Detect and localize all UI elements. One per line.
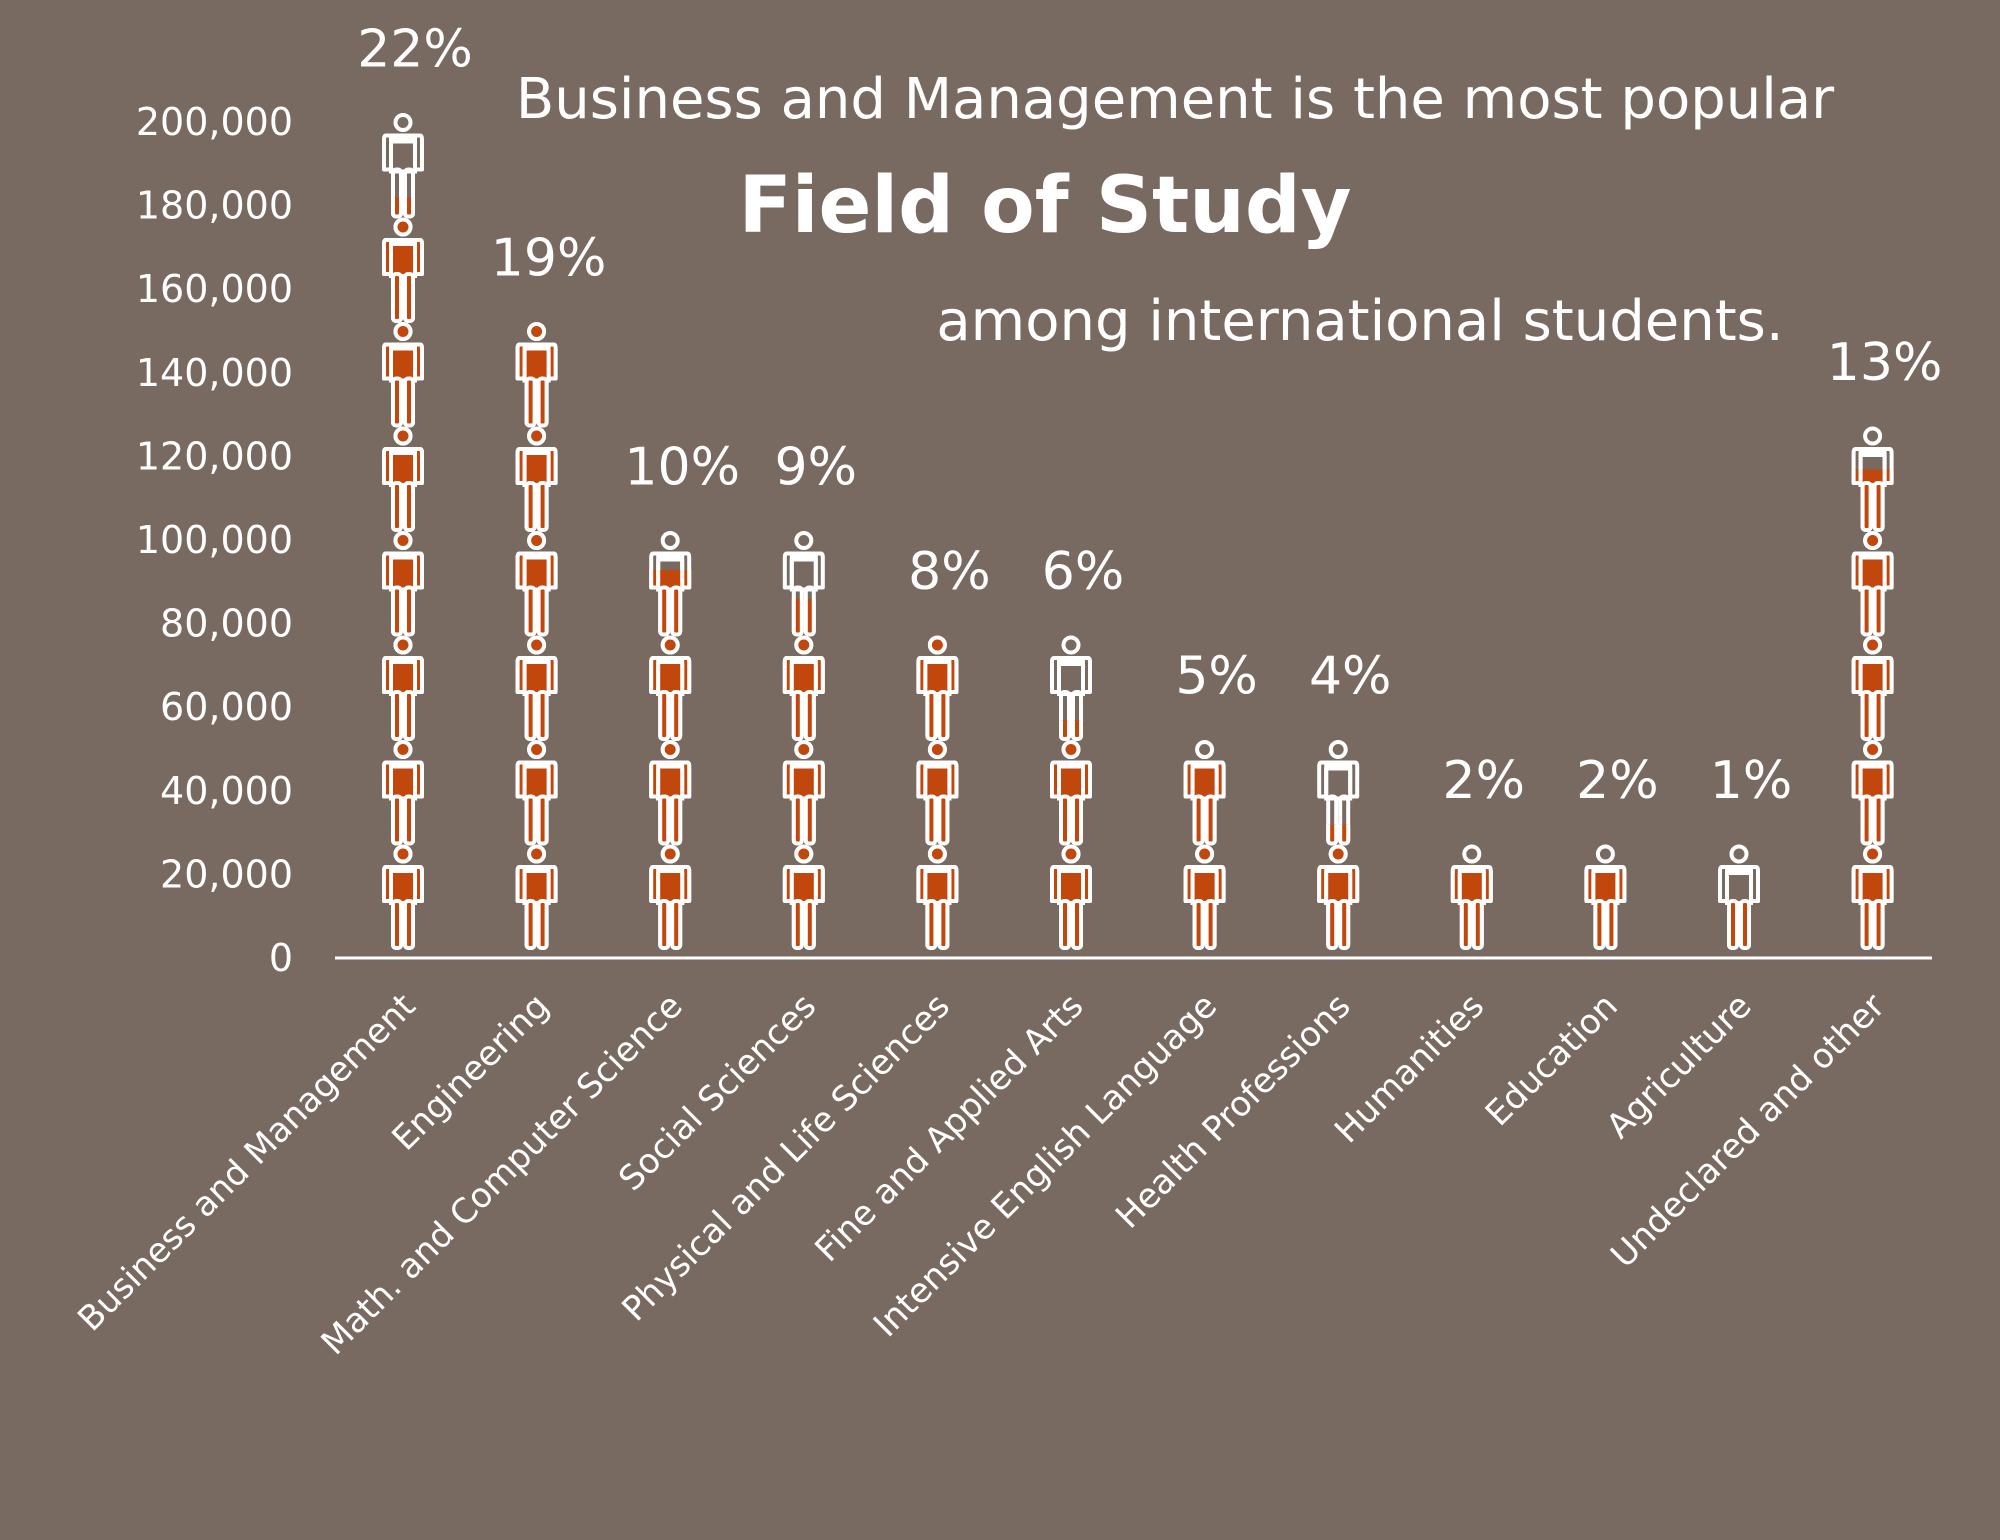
- person-icon: [382, 113, 424, 219]
- percent-label: 5%: [1175, 647, 1258, 707]
- person-icon: [649, 844, 692, 950]
- person-icon: [916, 635, 959, 741]
- percent-label: 8%: [908, 542, 991, 602]
- person-icon: [515, 740, 558, 846]
- pictograph-column: [382, 113, 424, 950]
- pictograph-column: [916, 635, 959, 950]
- category-label: Fine and Applied Arts: [807, 986, 1091, 1270]
- percent-label: 22%: [357, 20, 473, 80]
- person-icon: [1050, 844, 1092, 950]
- person-icon: [515, 426, 558, 532]
- pictograph-column: [1718, 844, 1760, 950]
- y-tick-label: 140,000: [136, 351, 293, 395]
- person-icon: [515, 635, 558, 741]
- percent-label: 13%: [1827, 333, 1943, 393]
- person-icon: [1851, 531, 1894, 637]
- person-icon: [1317, 844, 1360, 950]
- person-icon: [1851, 740, 1894, 846]
- pictograph-column: [1851, 426, 1894, 950]
- y-tick-label: 120,000: [136, 434, 293, 478]
- chart-title-line-1: Business and Management is the most popu…: [516, 67, 1835, 132]
- y-tick-label: 80,000: [160, 602, 293, 646]
- person-icon: [382, 844, 424, 950]
- person-icon: [382, 531, 424, 637]
- y-tick-label: 40,000: [160, 769, 293, 813]
- chart-title-line-3: among international students.: [936, 289, 1783, 354]
- percent-label: 6%: [1042, 542, 1125, 602]
- pictograph-column: [1050, 635, 1092, 950]
- percent-label: 2%: [1443, 751, 1526, 811]
- person-icon: [649, 635, 692, 741]
- person-icon: [382, 322, 424, 428]
- person-icon: [1050, 740, 1092, 846]
- category-label: Education: [1478, 986, 1626, 1134]
- pictograph-column: [1584, 844, 1627, 950]
- percent-label: 1%: [1710, 751, 1793, 811]
- pictograph-columns: 22% 19% 10% 9% 8% 6% 5% 4% 2% 2% 1% 13%: [357, 20, 1943, 950]
- person-icon: [1183, 844, 1226, 950]
- person-icon: [515, 844, 558, 950]
- person-icon: [782, 740, 825, 846]
- category-label: Undeclared and other: [1603, 986, 1893, 1276]
- person-icon: [649, 531, 692, 637]
- person-icon: [649, 740, 692, 846]
- person-icon: [782, 844, 825, 950]
- y-tick-label: 20,000: [160, 852, 293, 896]
- pictograph-column: [515, 322, 558, 950]
- category-label: Health Professions: [1108, 986, 1358, 1236]
- person-icon: [1183, 740, 1226, 846]
- y-tick-label: 180,000: [136, 184, 293, 228]
- person-icon: [1718, 844, 1760, 950]
- pictograph-column: [782, 531, 825, 950]
- y-tick-label: 200,000: [136, 100, 293, 144]
- person-icon: [515, 322, 558, 428]
- person-icon: [1851, 844, 1894, 950]
- chart-title-main: Field of Study: [739, 161, 1352, 251]
- person-icon: [382, 635, 424, 741]
- person-icon: [1851, 635, 1894, 741]
- x-axis-labels: Business and ManagementEngineeringMath. …: [70, 986, 1893, 1363]
- person-icon: [1584, 844, 1627, 950]
- percent-label: 4%: [1309, 647, 1392, 707]
- pictograph-column: [1183, 740, 1226, 950]
- person-icon: [382, 740, 424, 846]
- pictograph-column: [1317, 740, 1360, 950]
- person-icon: [1851, 426, 1894, 532]
- person-icon: [782, 635, 825, 741]
- y-tick-label: 60,000: [160, 685, 293, 729]
- person-icon: [916, 740, 959, 846]
- person-icon: [1450, 844, 1493, 950]
- person-icon: [1317, 740, 1360, 846]
- person-icon: [916, 844, 959, 950]
- pictograph-column: [649, 531, 692, 950]
- percent-label: 2%: [1576, 751, 1659, 811]
- percent-label: 10%: [624, 438, 740, 498]
- person-icon: [382, 426, 424, 532]
- pictograph-column: [1450, 844, 1493, 950]
- percent-label: 19%: [491, 229, 607, 289]
- person-icon: [382, 217, 424, 323]
- y-tick-label: 100,000: [136, 518, 293, 562]
- y-axis: 0 20,000 40,000 60,000 80,000 100,000 120,000 1…: [136, 100, 1932, 980]
- person-icon: [1050, 635, 1092, 741]
- percent-label: 9%: [775, 438, 858, 498]
- person-icon: [782, 531, 825, 637]
- person-icon: [515, 531, 558, 637]
- y-tick-label: 0: [269, 936, 293, 980]
- y-tick-label: 160,000: [136, 267, 293, 311]
